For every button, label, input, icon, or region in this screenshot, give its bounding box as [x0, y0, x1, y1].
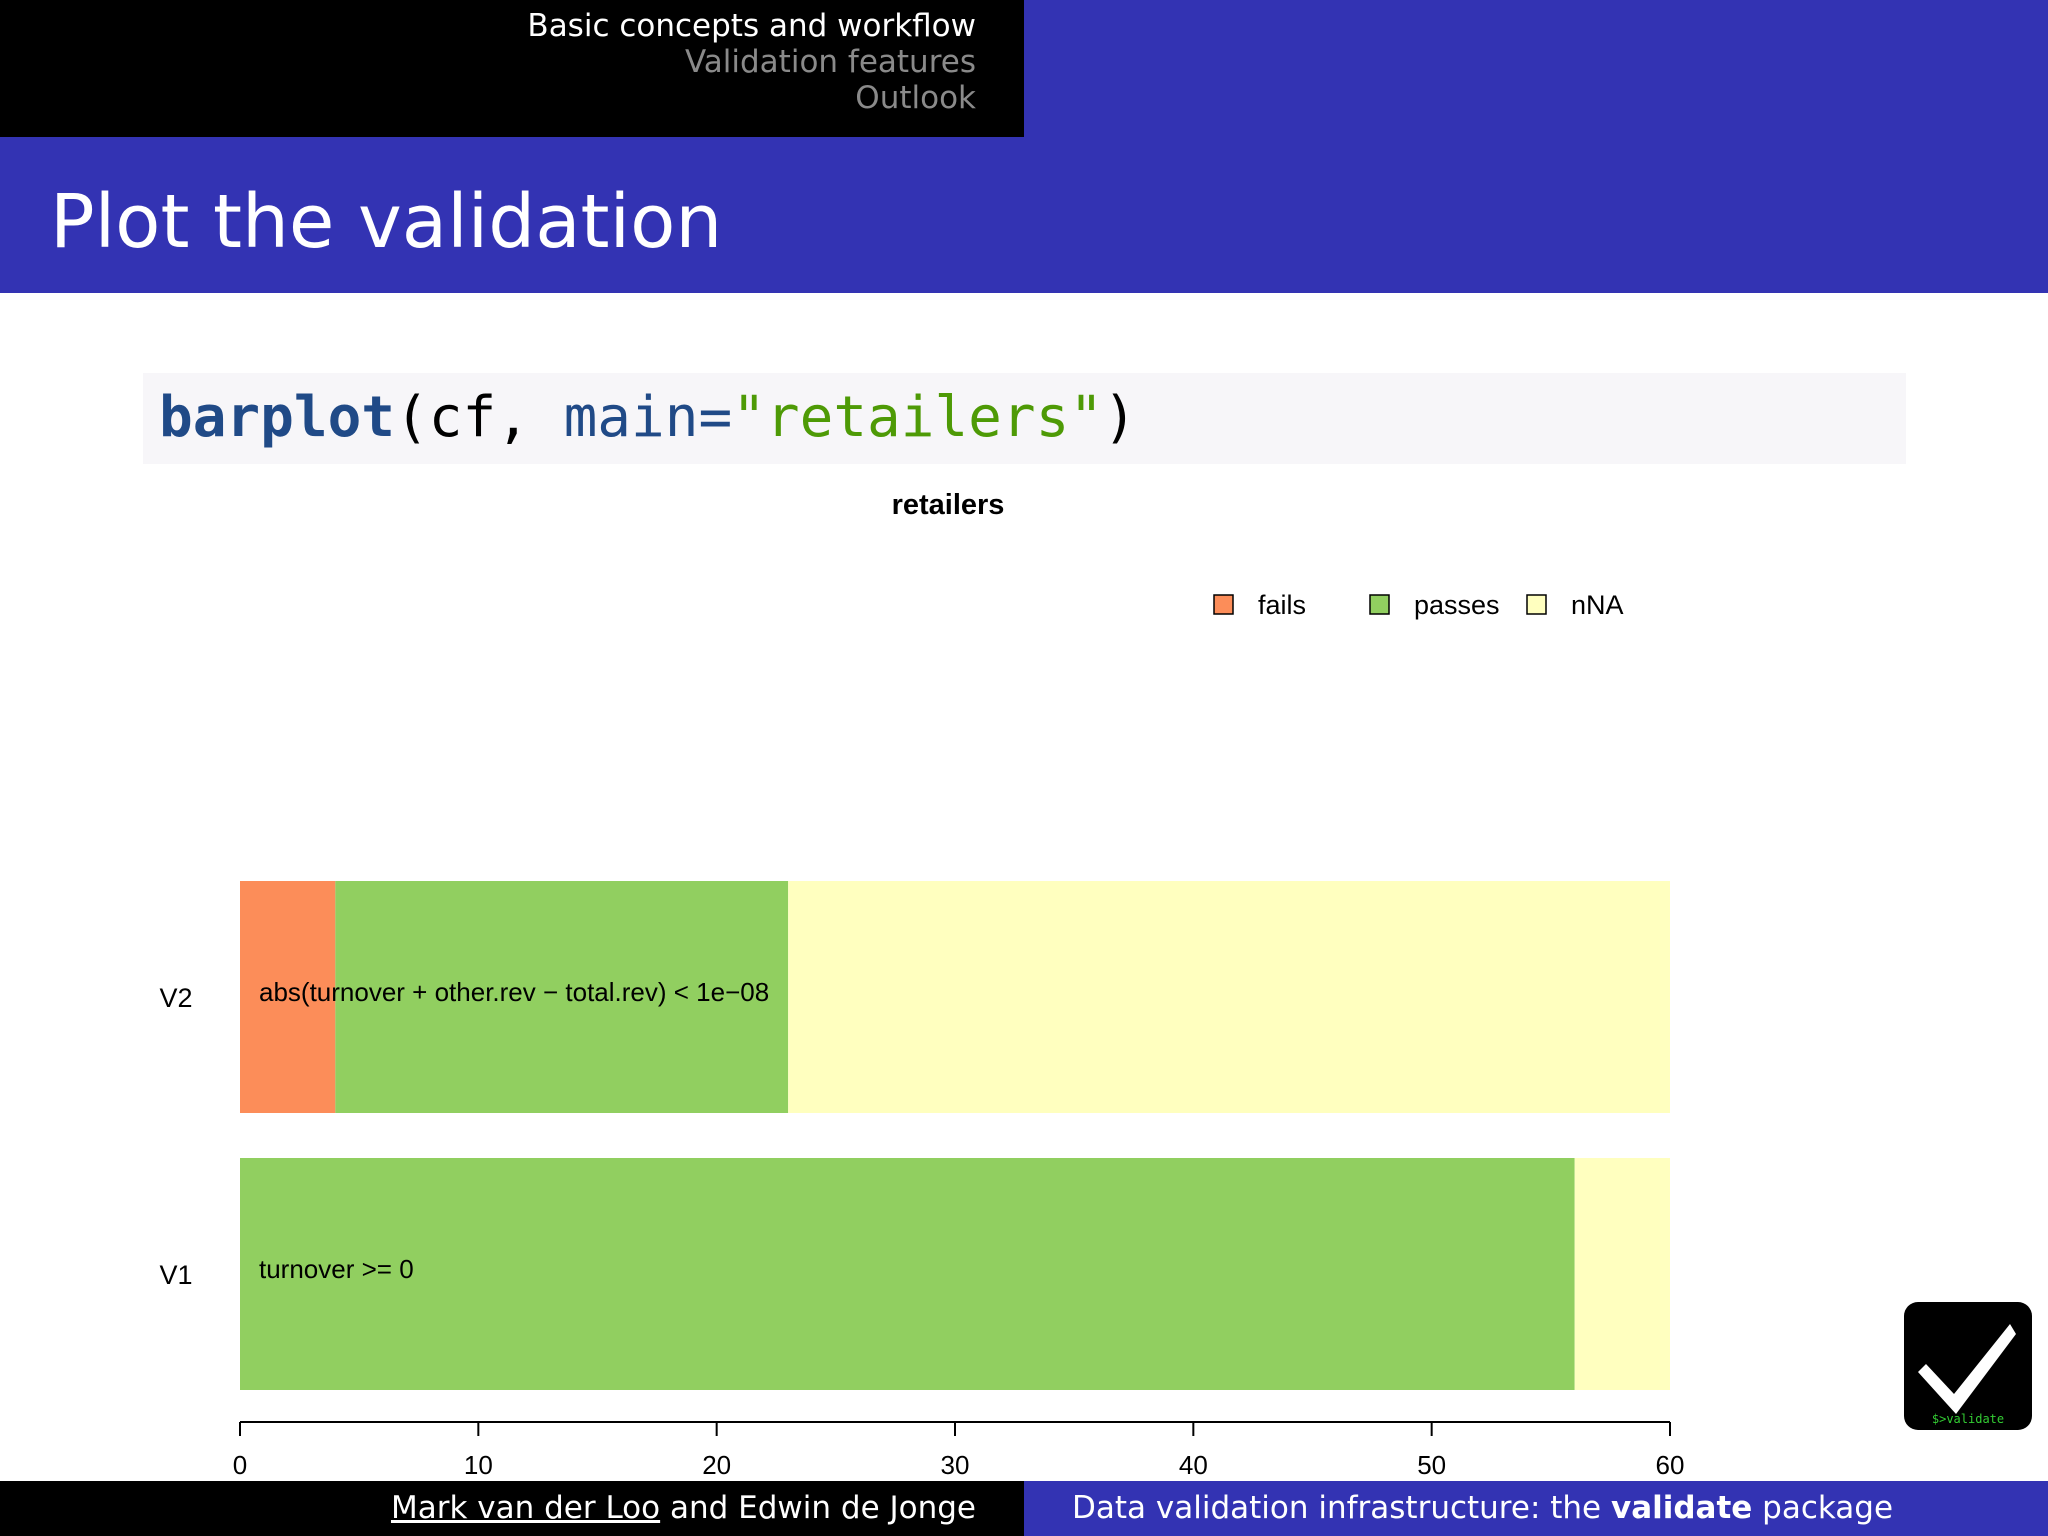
footer-author-join: and Edwin de Jonge: [660, 1490, 976, 1526]
code-function: barplot: [159, 385, 396, 450]
footer-author-link[interactable]: Mark van der Loo: [390, 1490, 661, 1526]
slide-title: Plot the validation: [50, 179, 723, 265]
bar-v1-passes: [240, 1158, 1575, 1390]
code-block: barplot(cf, main="retailers"): [143, 373, 1906, 464]
x-tick-label-20: 20: [702, 1450, 731, 1480]
legend-label-fails: fails: [1258, 590, 1306, 620]
title-bar: Plot the validation: [0, 137, 2048, 293]
y-tick-label-v1: V1: [159, 1260, 192, 1290]
bar-v2-passes: [335, 881, 789, 1113]
header-right-band: [1024, 0, 2048, 137]
bar-v2-fails: [240, 881, 336, 1113]
section-nav-list: Basic concepts and workflow Validation f…: [527, 8, 976, 116]
nav-item-validation-features[interactable]: Validation features: [684, 44, 976, 80]
y-tick-label-v2: V2: [159, 983, 192, 1013]
bar-v2-nna: [788, 881, 1670, 1113]
footer-talk-suffix: package: [1752, 1490, 1894, 1526]
footer-talk: Data validation infrastructure: the vali…: [1024, 1481, 2048, 1536]
rule-label-v1: turnover >= 0: [259, 1254, 414, 1284]
validate-logo: $>validate: [1904, 1302, 2032, 1430]
footer-talk-text: Data validation infrastructure: the vali…: [1072, 1488, 1893, 1528]
code-args-open: (cf,: [395, 385, 564, 450]
checkmark-icon: [1918, 1324, 2016, 1414]
nav-item-outlook[interactable]: Outlook: [855, 80, 976, 116]
legend-swatch-fails: [1213, 594, 1234, 615]
footer-talk-prefix: Data validation infrastructure: the: [1072, 1490, 1611, 1526]
legend-swatch-nna: [1526, 594, 1547, 615]
x-tick-label-30: 30: [941, 1450, 970, 1480]
footer-talk-bold: validate: [1610, 1490, 1753, 1526]
chart-title: retailers: [892, 489, 1005, 521]
legend-label-nna: nNA: [1571, 590, 1624, 620]
x-tick-label-0: 0: [233, 1450, 247, 1480]
code-args-close: ): [1103, 385, 1137, 450]
footer-authors-text: Mark van der Loo and Edwin de Jonge: [391, 1488, 976, 1528]
rule-label-v2: abs(turnover + other.rev − total.rev) < …: [259, 977, 769, 1007]
bar-v1-nna: [1574, 1158, 1670, 1390]
legend-swatch-passes: [1369, 594, 1390, 615]
logo-text: $>validate: [1931, 1412, 2005, 1426]
x-tick-label-10: 10: [464, 1450, 493, 1480]
legend-label-passes: passes: [1414, 590, 1500, 620]
code-string: "retailers": [732, 385, 1104, 450]
code-line: barplot(cf, main="retailers"): [159, 383, 1137, 453]
nav-item-basic-concepts[interactable]: Basic concepts and workflow: [527, 8, 976, 44]
code-arg-name: main=: [563, 385, 733, 450]
x-tick-label-50: 50: [1417, 1450, 1446, 1480]
x-tick-label-60: 60: [1656, 1450, 1685, 1480]
section-nav: Basic concepts and workflow Validation f…: [0, 0, 1024, 137]
footer-authors: Mark van der Loo and Edwin de Jonge: [0, 1481, 1024, 1536]
x-tick-label-40: 40: [1179, 1450, 1208, 1480]
